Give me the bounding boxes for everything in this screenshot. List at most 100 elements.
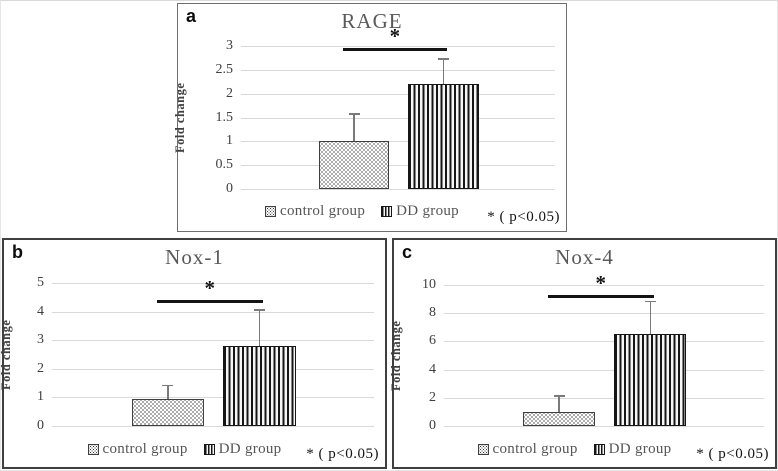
y-tick-label: 8 (429, 305, 436, 321)
control-group-swatch-icon (265, 206, 277, 217)
y-tick-label: 0 (37, 418, 44, 433)
plot-area: 0 0.5 1 1.5 2 2.5 3 * (216, 26, 555, 196)
bar-control-group (318, 141, 390, 189)
bar-DD-group (408, 84, 479, 189)
gridline (52, 426, 374, 427)
chart-title-nox4: Nox-4 (555, 245, 614, 269)
gridline (52, 340, 374, 342)
gridline (444, 397, 764, 399)
legend-label-dd: DD group (608, 441, 672, 457)
plot-area: 0 1 2 3 4 5 * (37, 276, 374, 433)
panel-letter-a: a (186, 6, 197, 26)
panel-nox1: b Nox-1 Fold change 0 1 2 3 4 5 * control grou… (0, 238, 387, 469)
legend-label-dd: DD group (218, 441, 282, 457)
dd-group-swatch-icon (381, 206, 393, 217)
error-bar (442, 57, 445, 85)
chart-title-nox1: Nox-1 (165, 245, 224, 269)
legend-label-dd: DD group (396, 203, 459, 219)
gridline (241, 93, 555, 95)
gridline (241, 189, 555, 190)
legend-item-control-group: control group (265, 203, 365, 220)
gridline (444, 313, 764, 315)
y-tick-label: 1.5 (215, 109, 234, 125)
y-tick-label: 4 (429, 361, 436, 377)
error-bar-cap (162, 384, 174, 387)
significance-line (156, 300, 263, 304)
y-tick-label: 1 (37, 389, 44, 405)
dd-group-swatch-icon (593, 444, 605, 455)
legend-item-dd-group: DD group (593, 441, 672, 458)
panel-nox4: c Nox-4 Fold change 0 2 4 6 8 10 * control gro… (389, 238, 777, 469)
y-tick-label: 2 (226, 85, 233, 101)
legend: control group DD group (4, 441, 365, 458)
y-tick-label: 2.5 (215, 61, 234, 77)
y-tick-label: 0.5 (215, 157, 234, 173)
significance-line (343, 48, 447, 52)
gridline (241, 165, 555, 167)
gridline (241, 117, 555, 119)
gridline (52, 311, 374, 313)
panel-rage: a RAGE Fold change 0 0.5 1 1.5 2 2.5 3 * contro… (173, 3, 567, 232)
gridline (52, 397, 374, 399)
significance-note: * ( p<0.05) (487, 209, 560, 225)
error-bar (258, 308, 261, 346)
panel-letter-c: c (402, 242, 413, 262)
error-bar-cap (254, 308, 266, 311)
bar-control-group (131, 398, 205, 426)
error-bar (649, 300, 652, 335)
plot-area: 0 2 4 6 8 10 * (422, 272, 764, 433)
y-tick-label: 6 (429, 333, 436, 349)
y-tick-label: 4 (37, 303, 44, 319)
y-axis-label: Fold change (0, 319, 13, 390)
gridline (52, 283, 374, 284)
error-bar (558, 394, 560, 412)
error-bar-cap (644, 300, 656, 303)
y-tick-label: 3 (37, 332, 44, 348)
y-tick-label: 0 (226, 181, 233, 196)
legend-item-control-group: control group (477, 441, 578, 458)
gridline (444, 341, 764, 343)
y-tick-label: 2 (429, 389, 436, 405)
y-tick-label: 1 (226, 133, 233, 149)
legend: control group DD group (394, 441, 755, 458)
error-bar-cap (438, 57, 450, 60)
significance-asterisk: * (204, 276, 216, 301)
bar-control-group (523, 411, 596, 426)
legend-label-control: control group (102, 441, 188, 457)
significance-note: * ( p<0.05) (696, 446, 769, 462)
legend: control group DD group (178, 203, 546, 220)
y-axis-label: Fold change (173, 82, 187, 153)
y-tick-label: 10 (422, 277, 436, 292)
gridline (241, 69, 555, 71)
gridline (241, 46, 555, 47)
legend-label-control: control group (280, 203, 366, 219)
error-bar (167, 384, 169, 399)
legend-item-dd-group: DD group (381, 203, 459, 220)
y-tick-label: 2 (37, 360, 44, 376)
significance-asterisk: * (389, 24, 401, 49)
y-tick-label: 3 (226, 38, 233, 53)
chart-title-rage: RAGE (341, 9, 403, 33)
gridline (444, 285, 764, 286)
legend-item-control-group: control group (87, 441, 188, 458)
significance-asterisk: * (595, 270, 607, 295)
panel-letter-b: b (12, 242, 23, 262)
legend-label-control: control group (492, 441, 578, 457)
y-axis-label: Fold change (389, 320, 403, 391)
error-bar-cap (553, 394, 565, 397)
gridline (444, 369, 764, 371)
y-tick-label: 0 (429, 418, 436, 433)
control-group-swatch-icon (477, 444, 489, 455)
error-bar (353, 112, 355, 142)
control-group-swatch-icon (87, 444, 99, 455)
significance-line (548, 294, 654, 298)
error-bar-cap (348, 112, 360, 115)
legend-item-dd-group: DD group (203, 441, 282, 458)
bar-DD-group (614, 334, 687, 426)
y-tick-label: 5 (37, 275, 44, 290)
bar-DD-group (223, 345, 296, 426)
gridline (52, 368, 374, 370)
dd-group-swatch-icon (203, 444, 215, 455)
significance-note: * ( p<0.05) (306, 446, 379, 462)
